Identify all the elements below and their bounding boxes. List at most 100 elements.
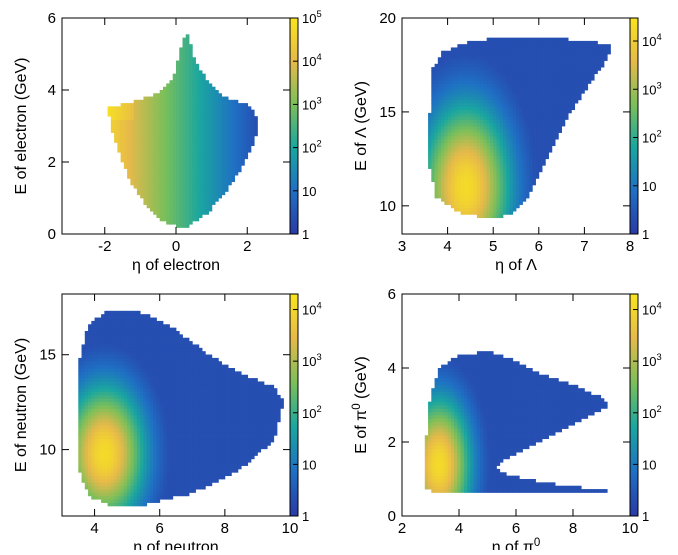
heatmap-cell (516, 106, 520, 110)
heatmap-cell (496, 67, 500, 71)
heatmap-cell (431, 97, 435, 101)
heatmap-cell (568, 77, 572, 81)
heatmap-cell (192, 191, 196, 195)
heatmap-cell (215, 172, 219, 176)
heatmap-cell (500, 90, 504, 94)
heatmap-cell (166, 198, 170, 202)
heatmap-cell (526, 139, 530, 143)
heatmap-cell (199, 103, 203, 107)
heatmap-cell (179, 149, 183, 153)
heatmap-cell (487, 195, 491, 199)
heatmap-cell (493, 133, 497, 137)
heatmap-cell (513, 80, 517, 84)
heatmap-cell (238, 139, 242, 143)
heatmap-cell (503, 126, 507, 130)
heatmap-cell (127, 338, 131, 342)
heatmap-cell (160, 123, 164, 127)
heatmap-cell (166, 103, 170, 107)
heatmap-cell (183, 74, 187, 78)
heatmap-cell (176, 214, 180, 218)
heatmap-cell (523, 41, 527, 45)
heatmap-cell (212, 175, 216, 179)
heatmap-cell (78, 405, 82, 409)
heatmap-cell (124, 371, 128, 375)
heatmap-cell (140, 169, 144, 173)
heatmap-cell (212, 139, 216, 143)
heatmap-cell (88, 371, 92, 375)
heatmap-cell (82, 395, 86, 399)
heatmap-cell (88, 462, 92, 466)
heatmap-cell (542, 133, 546, 137)
heatmap-cell (467, 162, 471, 166)
heatmap-cell (526, 116, 530, 120)
heatmap-cell (435, 142, 439, 146)
heatmap-cell (536, 97, 540, 101)
heatmap-cell (542, 110, 546, 114)
heatmap-cell (95, 469, 99, 473)
heatmap-cell (483, 83, 487, 87)
heatmap-cell (441, 100, 445, 104)
heatmap-cell (153, 211, 157, 215)
heatmap-cell (225, 97, 229, 101)
heatmap-cell (124, 459, 128, 463)
heatmap-cell (500, 195, 504, 199)
heatmap-cell (506, 175, 510, 179)
heatmap-cell (506, 80, 510, 84)
heatmap-cell (532, 100, 536, 104)
heatmap-cell (464, 129, 468, 133)
heatmap-cell (441, 136, 445, 140)
heatmap-cell (127, 351, 131, 355)
heatmap-cell (571, 64, 575, 68)
heatmap-cell (179, 61, 183, 65)
heatmap-cell (552, 41, 556, 45)
heatmap-cell (196, 172, 200, 176)
heatmap-cell (183, 205, 187, 209)
heatmap-cell (124, 129, 128, 133)
heatmap-cell (173, 195, 177, 199)
heatmap-cell (147, 466, 151, 470)
heatmap-cell (523, 100, 527, 104)
heatmap-cell (477, 54, 481, 58)
x-tick-label: 8 (626, 238, 634, 255)
heatmap-cell (199, 169, 203, 173)
x-tick-label: 3 (398, 238, 406, 255)
heatmap-cell (568, 64, 572, 68)
heatmap-cell (584, 64, 588, 68)
heatmap-cell (108, 486, 112, 490)
heatmap-cell (454, 142, 458, 146)
heatmap-cell (591, 70, 595, 74)
heatmap-cell (91, 469, 95, 473)
heatmap-cell (493, 74, 497, 78)
heatmap-cell (542, 74, 546, 78)
heatmap-cell (487, 185, 491, 189)
heatmap-cell (545, 100, 549, 104)
heatmap-cell (192, 149, 196, 153)
heatmap-cell (212, 93, 216, 97)
heatmap-cell (124, 385, 128, 389)
heatmap-cell (202, 119, 206, 123)
heatmap-cell (117, 466, 121, 470)
heatmap-cell (539, 100, 543, 104)
heatmap-cell (496, 44, 500, 48)
heatmap-cell (209, 103, 213, 107)
heatmap-cell (147, 408, 151, 412)
heatmap-cell (480, 133, 484, 137)
heatmap-cell (558, 126, 562, 130)
heatmap-cell (441, 103, 445, 107)
heatmap-cell (575, 54, 579, 58)
heatmap-cell (464, 185, 468, 189)
heatmap-cell (477, 211, 481, 215)
heatmap-cell (209, 116, 213, 120)
heatmap-cell (506, 97, 510, 101)
heatmap-cell (238, 162, 242, 166)
heatmap-cell (205, 198, 209, 202)
heatmap-cell (529, 67, 533, 71)
heatmap-cell (438, 133, 442, 137)
heatmap-cell (101, 324, 105, 328)
heatmap-cell (179, 119, 183, 123)
heatmap-cell (581, 57, 585, 61)
heatmap-cell (516, 57, 520, 61)
heatmap-cell (509, 51, 513, 55)
heatmap-cell (483, 116, 487, 120)
heatmap-cell (222, 129, 226, 133)
